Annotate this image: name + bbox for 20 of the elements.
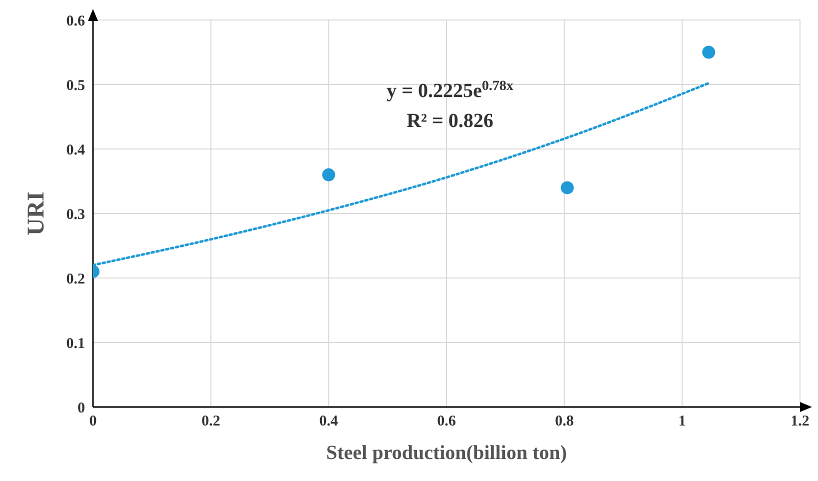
x-axis-title: Steel production(billion ton): [326, 442, 567, 464]
y-tick-label: 0.3: [66, 206, 85, 223]
y-tick-label: 0.2: [66, 271, 85, 288]
y-tick-label: 0.1: [66, 336, 85, 352]
annotation: R² = 0.826: [406, 110, 494, 132]
y-axis-title: URI: [24, 191, 50, 236]
x-tick-label: 0.8: [554, 414, 574, 430]
x-tick-label: 0: [89, 414, 97, 430]
x-tick-label: 1.2: [790, 414, 810, 430]
x-tick-label: 0.2: [201, 414, 220, 430]
x-tick-label: 0.4: [319, 414, 339, 430]
point: [560, 181, 574, 194]
x-tick-label: 1: [678, 414, 686, 430]
y-tick-label: 0.4: [66, 142, 86, 158]
y-tick-label: 0.6: [66, 13, 86, 30]
annotation: y = 0.2225e$^{0.78x}$: [386, 78, 514, 102]
y-tick-label: 0.5: [66, 78, 85, 94]
x-tick-label: 0.6: [437, 414, 456, 430]
point: [702, 46, 716, 59]
y-tick-label: 0: [78, 400, 85, 416]
